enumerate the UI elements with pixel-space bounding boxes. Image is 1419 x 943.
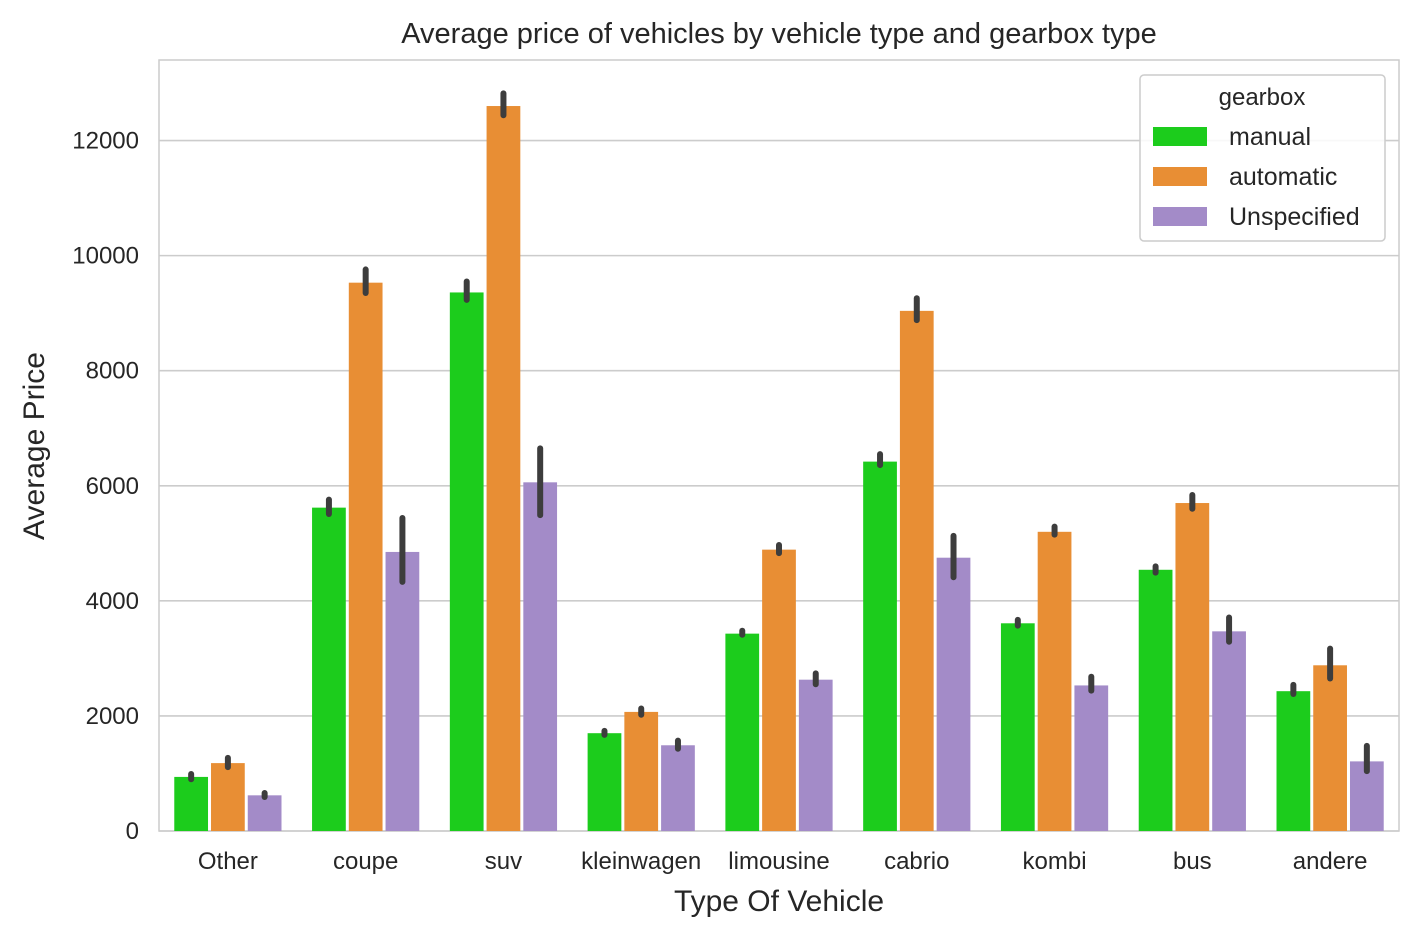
bar-manual-other xyxy=(174,776,209,831)
bar-automatic-limousine xyxy=(762,549,796,831)
bar-manual-andere xyxy=(1276,691,1311,831)
legend: gearbox manual automatic Unspecified xyxy=(1139,74,1386,242)
legend-items: manual automatic Unspecified xyxy=(1153,123,1360,231)
y-tick-label: 4000 xyxy=(86,588,139,615)
bar-unspecified-coupe xyxy=(385,551,420,831)
bar-automatic-kleinwagen xyxy=(624,711,659,831)
y-tick-label: 0 xyxy=(126,818,139,845)
x-tick-label: bus xyxy=(1173,848,1212,875)
bar-manual-suv xyxy=(449,292,484,831)
y-axis-label: Average Price xyxy=(18,352,51,540)
bar-manual-coupe xyxy=(312,507,346,831)
legend-swatch-manual xyxy=(1153,127,1207,146)
x-tick-label: suv xyxy=(485,848,522,875)
bar-automatic-cabrio xyxy=(899,310,934,832)
bar-manual-bus xyxy=(1138,569,1173,831)
bar-unspecified-suv xyxy=(523,482,558,831)
bar-automatic-andere xyxy=(1313,665,1347,831)
bar-manual-limousine xyxy=(725,633,760,831)
x-axis-label: Type Of Vehicle xyxy=(674,885,884,918)
bar-manual-kleinwagen xyxy=(587,733,622,831)
legend-label-manual: manual xyxy=(1229,123,1311,151)
y-tick-label: 6000 xyxy=(86,473,139,500)
error-bars-layer xyxy=(188,90,1370,801)
bars-layer xyxy=(174,106,1384,832)
legend-label-unspecified: Unspecified xyxy=(1229,203,1360,231)
y-tick-labels: 0 2000 4000 6000 8000 10000 12000 xyxy=(72,128,139,845)
legend-label-automatic: automatic xyxy=(1229,163,1337,191)
x-tick-label: andere xyxy=(1293,848,1368,875)
legend-title: gearbox xyxy=(1219,84,1306,111)
legend-box xyxy=(1139,74,1386,242)
bar-automatic-other xyxy=(211,763,245,831)
bar-unspecified-other xyxy=(247,795,282,831)
bar-automatic-suv xyxy=(486,106,521,832)
bar-manual-kombi xyxy=(1000,623,1035,831)
bar-unspecified-limousine xyxy=(798,679,833,831)
y-tick-label: 8000 xyxy=(86,358,139,385)
bar-automatic-coupe xyxy=(348,282,383,831)
x-tick-label: Other xyxy=(198,848,258,875)
x-tick-label: kleinwagen xyxy=(581,848,701,875)
y-tick-label: 2000 xyxy=(86,703,139,730)
bar-unspecified-kombi xyxy=(1074,685,1109,831)
x-tick-label: coupe xyxy=(333,848,398,875)
x-tick-label: limousine xyxy=(728,848,829,875)
x-tick-label: cabrio xyxy=(884,848,949,875)
bar-automatic-kombi xyxy=(1037,531,1072,831)
y-tick-label: 12000 xyxy=(72,128,139,155)
bar-unspecified-kleinwagen xyxy=(661,745,695,831)
chart-title: Average price of vehicles by vehicle typ… xyxy=(401,18,1157,50)
bar-automatic-bus xyxy=(1175,503,1210,831)
legend-swatch-unspecified xyxy=(1153,207,1207,226)
bar-unspecified-bus xyxy=(1212,631,1246,831)
x-tick-label: kombi xyxy=(1023,848,1087,875)
y-tick-label: 10000 xyxy=(72,243,139,270)
bar-manual-cabrio xyxy=(863,461,897,831)
x-tick-labels: Other coupe suv kleinwagen limousine cabrio ko… xyxy=(198,848,1368,875)
legend-swatch-automatic xyxy=(1153,167,1207,186)
bar-unspecified-cabrio xyxy=(936,557,971,831)
